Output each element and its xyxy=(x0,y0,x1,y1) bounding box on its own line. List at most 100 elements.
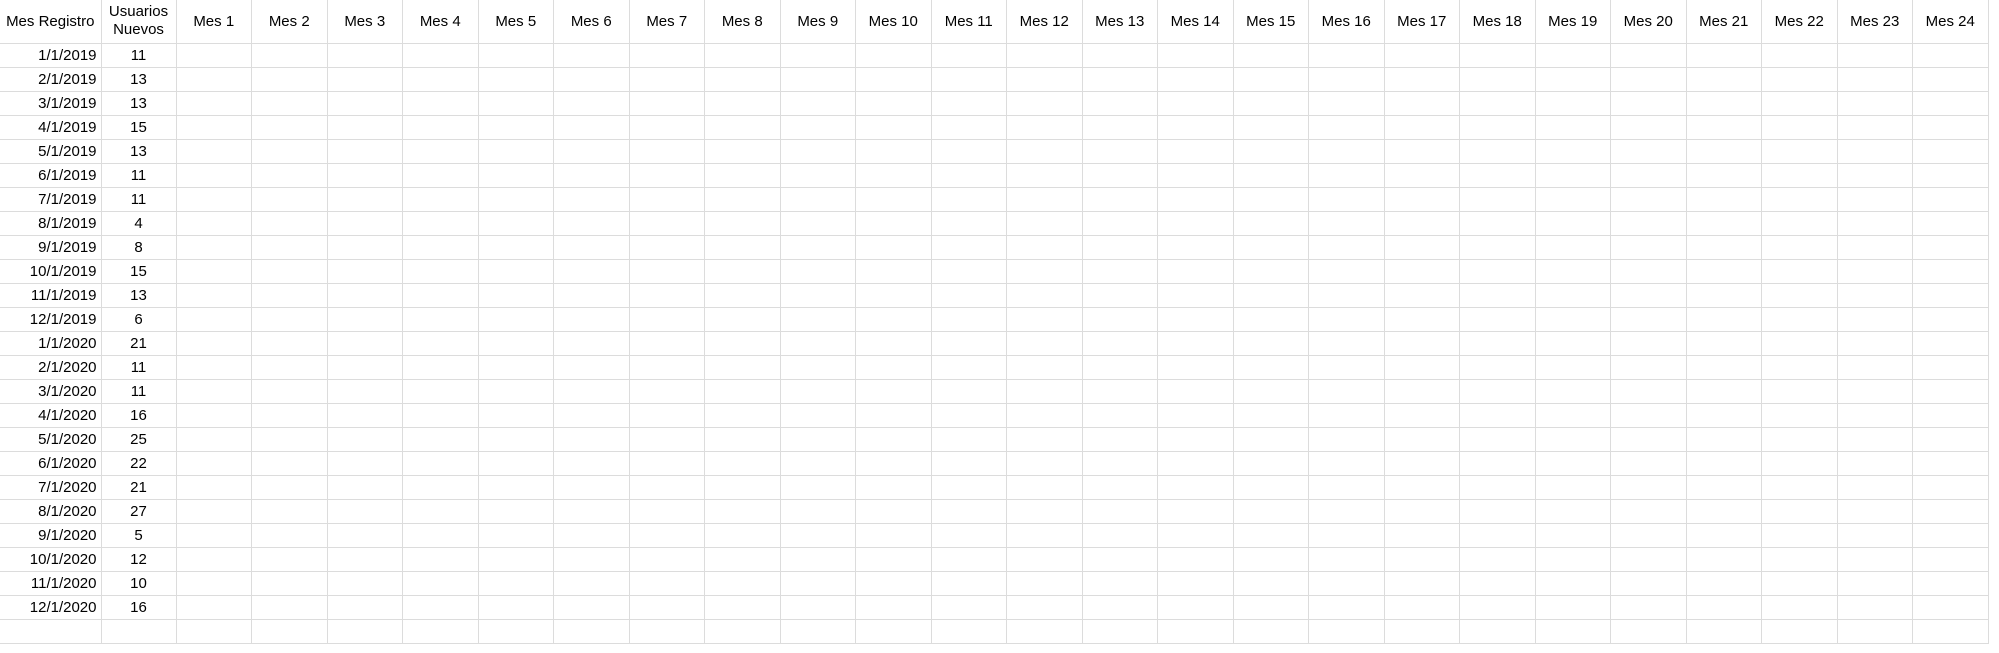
cell-month-8[interactable] xyxy=(704,354,781,380)
cell-month-22[interactable] xyxy=(1761,66,1838,92)
cell-new-users[interactable]: 11 xyxy=(100,354,177,380)
header-month-10[interactable]: Mes 10 xyxy=(855,0,932,44)
cell-month-1[interactable] xyxy=(175,66,252,92)
cell-month-23[interactable] xyxy=(1836,42,1913,68)
cell-month-16[interactable] xyxy=(1308,546,1385,572)
cell-new-users[interactable]: 25 xyxy=(100,426,177,452)
cell-month-13[interactable] xyxy=(1081,330,1158,356)
cell-month-2[interactable] xyxy=(251,162,328,188)
cell-month-4[interactable] xyxy=(402,282,479,308)
cell-month-10[interactable] xyxy=(855,114,932,140)
header-month-23[interactable]: Mes 23 xyxy=(1836,0,1913,44)
cell-month-15[interactable] xyxy=(1232,306,1309,332)
cell-month-11[interactable] xyxy=(930,306,1007,332)
empty-cell[interactable] xyxy=(628,618,705,644)
cell-month-2[interactable] xyxy=(251,378,328,404)
cell-month-13[interactable] xyxy=(1081,474,1158,500)
cell-month-7[interactable] xyxy=(628,282,705,308)
cell-month-11[interactable] xyxy=(930,450,1007,476)
cell-month-5[interactable] xyxy=(477,570,554,596)
cell-month-4[interactable] xyxy=(402,354,479,380)
cell-month-10[interactable] xyxy=(855,42,932,68)
empty-cell[interactable] xyxy=(1610,618,1687,644)
cell-month-8[interactable] xyxy=(704,402,781,428)
cell-month-3[interactable] xyxy=(326,258,403,284)
cell-month-24[interactable] xyxy=(1912,42,1989,68)
cell-month-8[interactable] xyxy=(704,522,781,548)
cell-month-10[interactable] xyxy=(855,210,932,236)
cell-month-5[interactable] xyxy=(477,162,554,188)
cell-month-22[interactable] xyxy=(1761,330,1838,356)
cell-month-3[interactable] xyxy=(326,210,403,236)
cell-month-13[interactable] xyxy=(1081,498,1158,524)
cell-month-24[interactable] xyxy=(1912,522,1989,548)
cell-month-9[interactable] xyxy=(779,90,856,116)
cell-month-17[interactable] xyxy=(1383,354,1460,380)
cell-month-8[interactable] xyxy=(704,570,781,596)
cell-month-1[interactable] xyxy=(175,594,252,620)
empty-cell[interactable] xyxy=(1534,618,1611,644)
cell-month-18[interactable] xyxy=(1459,330,1536,356)
cell-month-10[interactable] xyxy=(855,402,932,428)
cell-month-22[interactable] xyxy=(1761,570,1838,596)
cell-month-6[interactable] xyxy=(553,210,630,236)
empty-cell[interactable] xyxy=(0,618,102,644)
cell-month-16[interactable] xyxy=(1308,114,1385,140)
cell-month-6[interactable] xyxy=(553,546,630,572)
cell-month-7[interactable] xyxy=(628,498,705,524)
cell-month-11[interactable] xyxy=(930,282,1007,308)
cell-month-2[interactable] xyxy=(251,186,328,212)
cell-month-4[interactable] xyxy=(402,114,479,140)
header-month-21[interactable]: Mes 21 xyxy=(1685,0,1762,44)
cell-month-17[interactable] xyxy=(1383,330,1460,356)
cell-month-7[interactable] xyxy=(628,234,705,260)
cell-month-24[interactable] xyxy=(1912,570,1989,596)
cell-month-15[interactable] xyxy=(1232,66,1309,92)
cell-new-users[interactable]: 13 xyxy=(100,90,177,116)
cell-new-users[interactable]: 21 xyxy=(100,474,177,500)
cell-month-15[interactable] xyxy=(1232,594,1309,620)
cell-month-14[interactable] xyxy=(1157,402,1234,428)
cell-month-11[interactable] xyxy=(930,354,1007,380)
cell-month-18[interactable] xyxy=(1459,354,1536,380)
cell-month-2[interactable] xyxy=(251,450,328,476)
empty-cell[interactable] xyxy=(779,618,856,644)
cell-month-3[interactable] xyxy=(326,66,403,92)
cell-month-7[interactable] xyxy=(628,378,705,404)
cell-month-24[interactable] xyxy=(1912,90,1989,116)
cell-month-12[interactable] xyxy=(1006,90,1083,116)
cell-month-5[interactable] xyxy=(477,546,554,572)
cell-month-24[interactable] xyxy=(1912,138,1989,164)
cell-month-23[interactable] xyxy=(1836,330,1913,356)
cell-month-5[interactable] xyxy=(477,186,554,212)
cell-month-4[interactable] xyxy=(402,42,479,68)
empty-cell[interactable] xyxy=(1383,618,1460,644)
cell-month-5[interactable] xyxy=(477,306,554,332)
cell-month-1[interactable] xyxy=(175,138,252,164)
empty-cell[interactable] xyxy=(1685,618,1762,644)
cell-month-3[interactable] xyxy=(326,186,403,212)
cell-month-3[interactable] xyxy=(326,402,403,428)
cell-month-6[interactable] xyxy=(553,330,630,356)
cell-month-21[interactable] xyxy=(1685,186,1762,212)
cell-month-21[interactable] xyxy=(1685,546,1762,572)
cell-month-8[interactable] xyxy=(704,138,781,164)
cell-registration-month[interactable]: 3/1/2020 xyxy=(0,378,102,404)
cell-month-3[interactable] xyxy=(326,330,403,356)
cell-month-21[interactable] xyxy=(1685,282,1762,308)
cell-month-11[interactable] xyxy=(930,402,1007,428)
cell-month-13[interactable] xyxy=(1081,186,1158,212)
cell-month-5[interactable] xyxy=(477,66,554,92)
cell-month-4[interactable] xyxy=(402,450,479,476)
cell-month-11[interactable] xyxy=(930,378,1007,404)
cell-month-13[interactable] xyxy=(1081,594,1158,620)
header-registration-month[interactable]: Mes Registro xyxy=(0,0,102,44)
cell-month-12[interactable] xyxy=(1006,594,1083,620)
cell-month-8[interactable] xyxy=(704,234,781,260)
cell-month-15[interactable] xyxy=(1232,114,1309,140)
cell-month-23[interactable] xyxy=(1836,90,1913,116)
cell-month-13[interactable] xyxy=(1081,42,1158,68)
cell-month-5[interactable] xyxy=(477,138,554,164)
cell-month-7[interactable] xyxy=(628,90,705,116)
empty-cell[interactable] xyxy=(1308,618,1385,644)
